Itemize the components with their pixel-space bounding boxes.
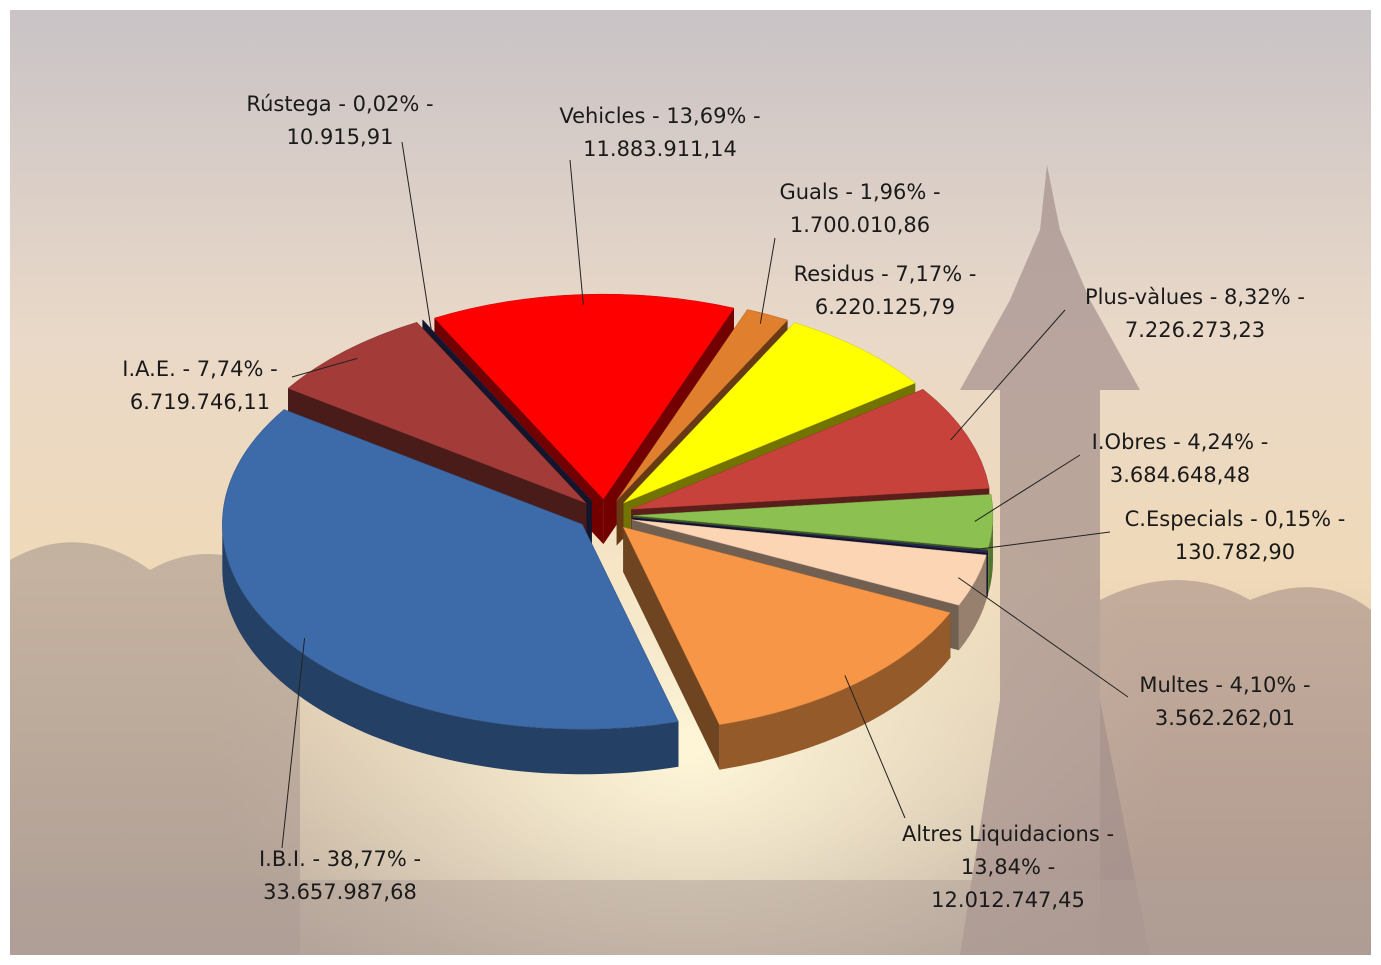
leader-line xyxy=(569,159,584,305)
leader-line xyxy=(281,637,306,849)
data-label: I.Obres - 4,24% - xyxy=(1092,430,1269,454)
leader-line xyxy=(969,531,1111,551)
slice xyxy=(222,409,679,730)
slice xyxy=(632,517,989,554)
slice xyxy=(287,322,587,504)
slice xyxy=(631,519,987,606)
data-label: 7.226.273,23 xyxy=(1125,318,1265,342)
leader-line xyxy=(759,237,776,324)
data-label: 10.915,91 xyxy=(287,125,394,149)
data-label: Vehicles - 13,69% - xyxy=(559,104,760,128)
data-label: 1.700.010,86 xyxy=(790,213,930,237)
leader-line xyxy=(401,141,432,330)
slice-wall xyxy=(988,515,993,594)
data-label: Residus - 7,17% - xyxy=(794,262,977,286)
slice-wall xyxy=(958,555,987,651)
slice-wall xyxy=(987,551,988,598)
slice xyxy=(622,526,951,770)
data-label: Guals - 1,96% - xyxy=(779,180,940,204)
data-label: I.B.I. - 38,77% - xyxy=(259,847,421,871)
slice-wall xyxy=(719,612,951,770)
leader-line xyxy=(844,675,906,819)
slice-wall xyxy=(222,524,679,775)
slice xyxy=(631,389,990,510)
slice xyxy=(623,322,916,504)
slice xyxy=(616,309,789,501)
leader-line xyxy=(950,309,1066,441)
leader-line xyxy=(958,577,1129,698)
data-label: 3.684.648,48 xyxy=(1110,463,1250,487)
data-label: 6.719.746,11 xyxy=(130,390,270,414)
pie xyxy=(222,293,994,775)
data-label: 33.657.987,68 xyxy=(263,880,417,904)
data-label: 3.562.262,01 xyxy=(1155,706,1295,730)
slice xyxy=(622,526,951,725)
labels: Vehicles - 13,69% - 11.883.911,14 Guals - … xyxy=(122,92,1345,912)
leader-line xyxy=(291,357,358,378)
data-label: Rústega - 0,02% - xyxy=(246,92,433,116)
data-label: 130.782,90 xyxy=(1175,540,1295,564)
data-label: 6.220.125,79 xyxy=(815,295,955,319)
leader-line xyxy=(974,454,1081,522)
data-label: Altres Liquidacions - xyxy=(902,822,1114,846)
slice xyxy=(632,494,994,550)
data-label: I.A.E. - 7,74% - xyxy=(122,357,277,381)
data-label: C.Especials - 0,15% - xyxy=(1125,507,1346,531)
data-label: Plus-vàlues - 8,32% - xyxy=(1085,285,1305,309)
data-label: 11.883.911,14 xyxy=(583,137,737,161)
data-label: 12.012.747,45 xyxy=(931,888,1085,912)
slice xyxy=(421,319,592,502)
data-label: Multes - 4,10% - xyxy=(1139,673,1310,697)
slice-side xyxy=(623,527,720,770)
slice xyxy=(222,409,679,775)
data-label: 13,84% - xyxy=(961,855,1055,879)
